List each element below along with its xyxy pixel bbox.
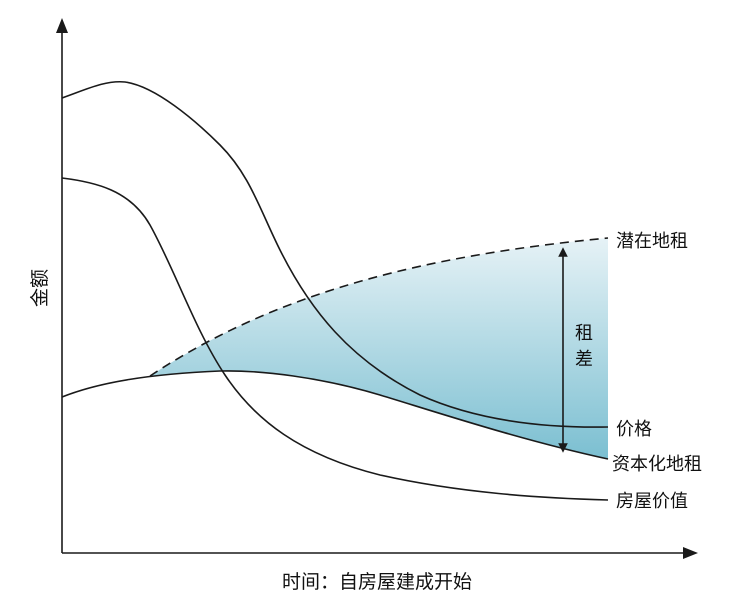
house-value-curve	[61, 177, 609, 501]
price-label: 价格	[616, 419, 652, 440]
rent-gap-label-top: 租	[575, 323, 593, 344]
capitalized-rent-label: 资本化地租	[612, 454, 702, 475]
rent-gap-label-bottom: 差	[575, 349, 593, 370]
house-value-label: 房屋价值	[616, 491, 688, 512]
capitalized-rent-curve	[61, 370, 609, 460]
x-axis-arrow-icon	[683, 547, 698, 559]
x-axis-label: 时间：自房屋建成开始	[282, 571, 472, 593]
potential-rent-curve	[149, 237, 609, 377]
price-curve	[61, 80, 609, 428]
potential-rent-label: 潜在地租	[616, 231, 688, 252]
rent-gap-area	[150, 238, 608, 459]
y-axis-arrow-icon	[56, 18, 68, 33]
y-axis-label: 金额	[29, 269, 51, 307]
